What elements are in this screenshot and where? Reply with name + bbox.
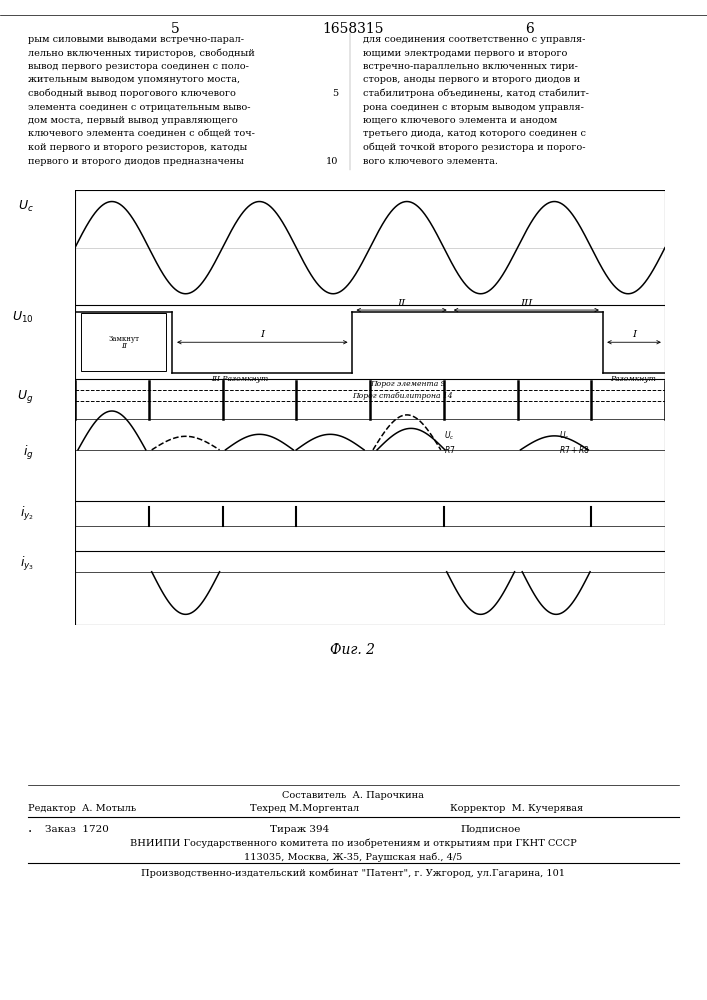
- Text: вывод первого резистора соединен с поло-: вывод первого резистора соединен с поло-: [28, 62, 249, 71]
- Text: третьего диода, катод которого соединен с: третьего диода, катод которого соединен …: [363, 129, 586, 138]
- Text: ключевого элемента соединен с общей точ-: ключевого элемента соединен с общей точ-: [28, 129, 255, 138]
- Text: Производственно-издательский комбинат "Патент", г. Ужгород, ул.Гагарина, 101: Производственно-издательский комбинат "П…: [141, 869, 565, 879]
- Text: Замкнут: Замкнут: [108, 335, 139, 343]
- Text: III: III: [520, 299, 532, 308]
- Text: II: II: [121, 342, 127, 350]
- Text: свободный вывод порогового ключевого: свободный вывод порогового ключевого: [28, 89, 236, 99]
- Text: 6: 6: [525, 22, 534, 36]
- Text: рона соединен с вторым выводом управля-: рона соединен с вторым выводом управля-: [363, 103, 584, 111]
- Text: жительным выводом упомянутого моста,: жительным выводом упомянутого моста,: [28, 76, 240, 85]
- Text: 10: 10: [326, 156, 338, 165]
- Text: $i_{y_2}$: $i_{y_2}$: [20, 505, 34, 523]
- Text: Порог стабилитрона 14: Порог стабилитрона 14: [352, 392, 453, 400]
- Text: встречно-параллельно включенных тири-: встречно-параллельно включенных тири-: [363, 62, 578, 71]
- Text: Фиг. 2: Фиг. 2: [330, 643, 375, 657]
- Text: 1658315: 1658315: [322, 22, 384, 36]
- Text: ющего ключевого элемента и анодом: ющего ключевого элемента и анодом: [363, 116, 557, 125]
- Text: Разомкнут: Разомкнут: [609, 375, 655, 383]
- Text: Техред М.Моргентал: Техред М.Моргентал: [250, 804, 359, 813]
- Text: 5: 5: [170, 22, 180, 36]
- Text: вого ключевого элемента.: вого ключевого элемента.: [363, 156, 498, 165]
- Text: 5: 5: [332, 89, 338, 98]
- Text: первого и второго диодов предназначены: первого и второго диодов предназначены: [28, 156, 244, 165]
- Text: $i_{y_3}$: $i_{y_3}$: [20, 555, 34, 573]
- Text: III Разомкнут: III Разомкнут: [211, 375, 269, 383]
- Text: сторов, аноды первого и второго диодов и: сторов, аноды первого и второго диодов и: [363, 76, 580, 85]
- Text: $U_c$: $U_c$: [18, 199, 34, 214]
- Text: II: II: [397, 299, 406, 308]
- Text: Корректор  М. Кучерявая: Корректор М. Кучерявая: [450, 804, 583, 813]
- Text: для соединения соответственно с управля-: для соединения соответственно с управля-: [363, 35, 585, 44]
- Text: Составитель  А. Парочкина: Составитель А. Парочкина: [282, 791, 424, 800]
- Text: Порог элемента 9: Порог элемента 9: [370, 380, 445, 388]
- Text: Подписное: Подписное: [460, 825, 520, 834]
- Text: $U_c$
$R7$: $U_c$ $R7$: [444, 429, 455, 455]
- Text: Редактор  А. Мотыль: Редактор А. Мотыль: [28, 804, 136, 813]
- Text: стабилитрона объединены, катод стабилит-: стабилитрона объединены, катод стабилит-: [363, 89, 589, 99]
- Text: кой первого и второго резисторов, катоды: кой первого и второго резисторов, катоды: [28, 143, 247, 152]
- Text: I: I: [260, 330, 264, 339]
- Text: ющими электродами первого и второго: ющими электродами первого и второго: [363, 48, 568, 57]
- Text: $U_{10}$: $U_{10}$: [12, 310, 34, 325]
- Text: $U_c$
$R7+R8$: $U_c$ $R7+R8$: [559, 429, 590, 455]
- Text: общей точкой второго резистора и порого-: общей точкой второго резистора и порого-: [363, 143, 585, 152]
- Text: рым силовыми выводами встречно-парал-: рым силовыми выводами встречно-парал-: [28, 35, 244, 44]
- Text: ·: ·: [28, 825, 33, 839]
- Text: $i_g$: $i_g$: [23, 444, 34, 462]
- Text: $U_g$: $U_g$: [18, 388, 34, 405]
- Text: дом моста, первый вывод управляющего: дом моста, первый вывод управляющего: [28, 116, 238, 125]
- Text: 113035, Москва, Ж-35, Раушская наб., 4/5: 113035, Москва, Ж-35, Раушская наб., 4/5: [244, 852, 462, 861]
- Bar: [81, 313, 166, 371]
- Text: I: I: [632, 330, 636, 339]
- Text: Тираж 394: Тираж 394: [270, 825, 329, 834]
- Text: элемента соединен с отрицательным выво-: элемента соединен с отрицательным выво-: [28, 103, 250, 111]
- Text: Заказ  1720: Заказ 1720: [45, 825, 109, 834]
- Text: лельно включенных тиристоров, свободный: лельно включенных тиристоров, свободный: [28, 48, 255, 58]
- Text: ВНИИПИ Государственного комитета по изобретениям и открытиям при ГКНТ СССР: ВНИИПИ Государственного комитета по изоб…: [129, 839, 576, 848]
